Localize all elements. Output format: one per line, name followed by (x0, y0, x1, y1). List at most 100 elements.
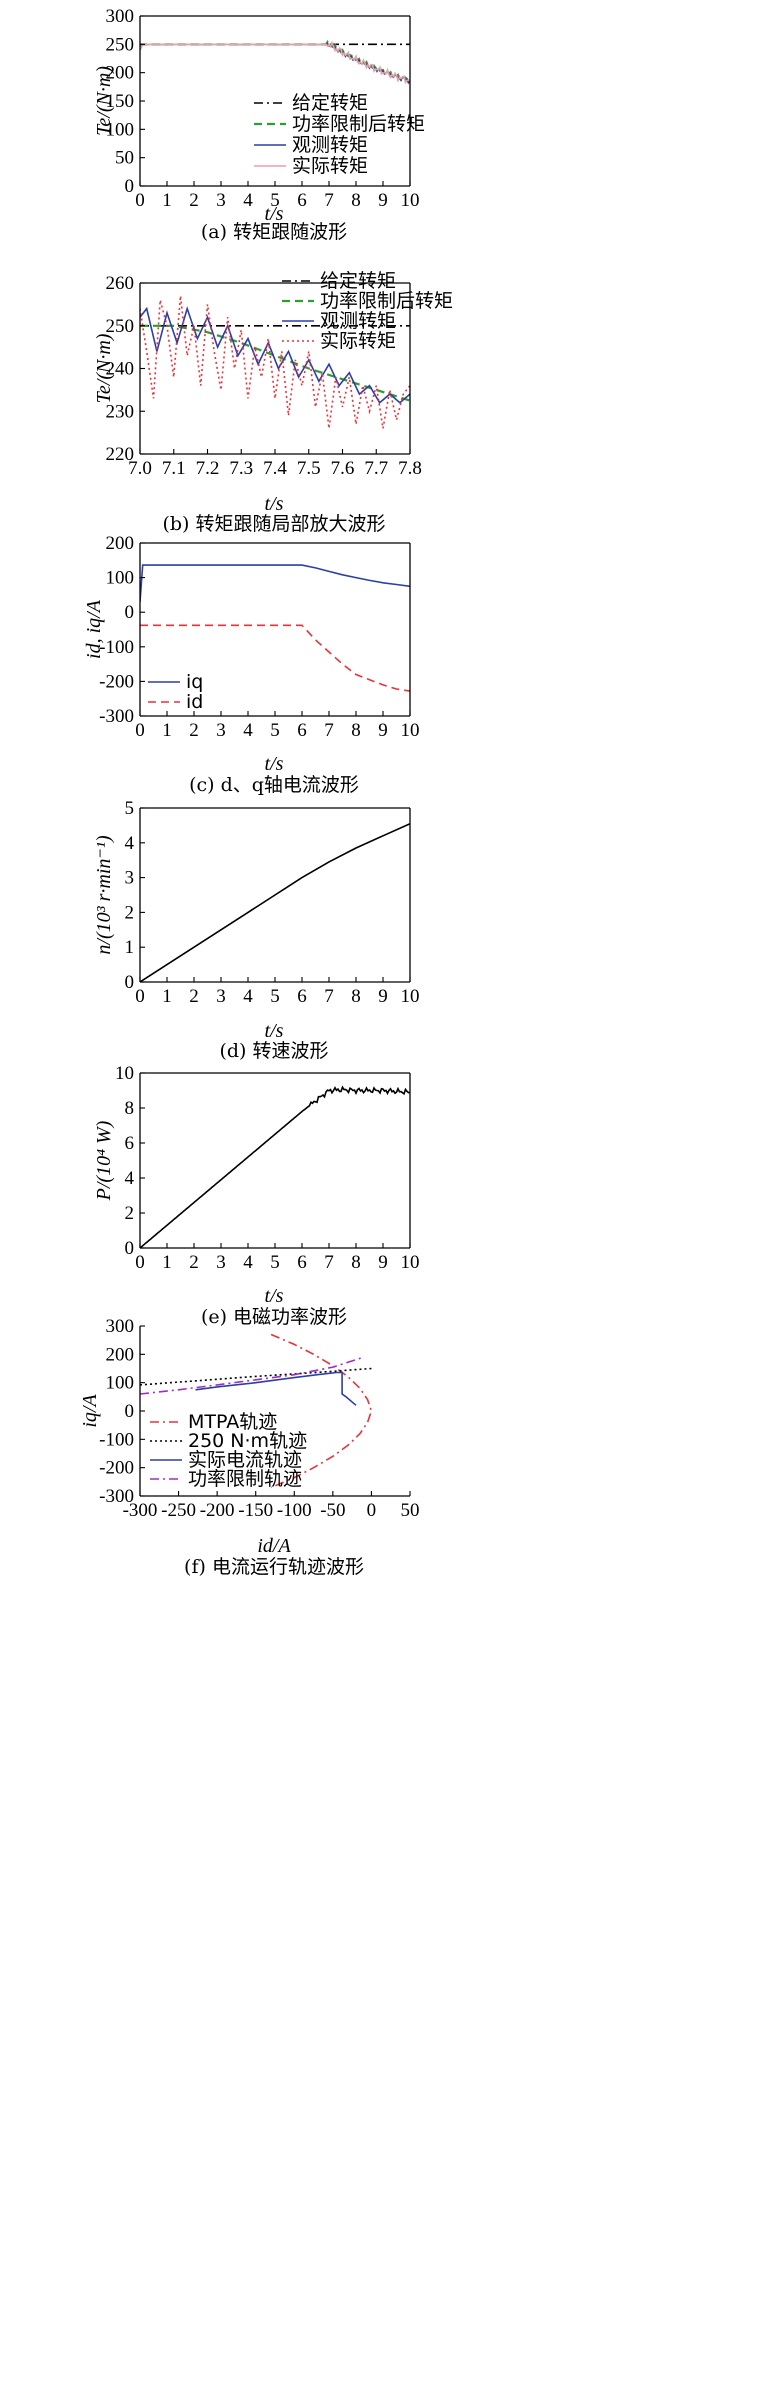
y-tick-label: 50 (115, 148, 134, 169)
series-line-2 (140, 1367, 372, 1386)
x-tick-label: 4 (243, 986, 253, 1007)
legend-label: id (186, 691, 203, 713)
x-tick-label: 3 (216, 986, 226, 1007)
chart-1: 0 1 2 3 4 5 6 7 8 9 10050100150200250300t/sTe/(N·m… (93, 6, 425, 243)
x-tick-label: 5 (270, 986, 280, 1007)
y-tick-label: 2 (125, 1203, 135, 1224)
series-line-1 (140, 822, 410, 982)
x-tick-label: 4 (243, 720, 253, 741)
series-line-3 (195, 1371, 357, 1406)
legend-label: 实际转矩 (292, 155, 368, 177)
y-tick-label: 6 (125, 1133, 135, 1154)
x-tick-label: -50 (320, 1500, 345, 1521)
series-line-1 (140, 564, 410, 602)
x-tick-label: -150 (238, 1500, 273, 1521)
x-axis-label: t/s (265, 203, 284, 225)
legend-label: 实际电流轨迹 (188, 1449, 302, 1471)
y-tick-label: 100 (106, 119, 135, 140)
x-tick-label: 2 (189, 986, 199, 1007)
x-tick-label: 0 (367, 1500, 377, 1521)
y-tick-label: 10 (115, 1063, 134, 1084)
y-tick-label: 4 (125, 833, 135, 854)
chart-caption: (c) d、q轴电流波形 (189, 774, 359, 796)
x-axis-label: t/s (265, 1020, 284, 1042)
chart-caption: (f) 电流运行轨迹波形 (184, 1556, 364, 1578)
chart-caption: (b) 转矩跟随局部放大波形 (162, 513, 385, 535)
y-tick-label: 200 (106, 63, 135, 84)
x-tick-label: 0 (135, 1252, 145, 1273)
y-tick-label: 300 (106, 6, 135, 27)
x-axis-label: t/s (265, 493, 284, 515)
legend-label: iq (186, 671, 203, 693)
x-tick-label: 9 (378, 720, 388, 741)
x-tick-label: 1 (162, 986, 172, 1007)
x-tick-label: 3 (216, 720, 226, 741)
legend-label: 功率限制轨迹 (188, 1468, 302, 1490)
x-tick-label: 7.7 (364, 458, 388, 479)
x-tick-label: 5 (270, 720, 280, 741)
legend-label: 功率限制后转矩 (292, 113, 425, 135)
x-axis-label: t/s (265, 1285, 284, 1307)
chart-6: -300 -250 -200 -150 -100 -50 0 50-300-200-10001… (79, 1316, 420, 1578)
y-tick-label: 4 (125, 1168, 135, 1189)
chart-caption: (a) 转矩跟随波形 (201, 221, 347, 243)
y-tick-label: 8 (125, 1098, 135, 1119)
x-tick-label: 10 (401, 1252, 420, 1273)
x-tick-label: 9 (378, 1252, 388, 1273)
x-tick-label: -100 (277, 1500, 312, 1521)
y-tick-label: 0 (125, 1401, 135, 1422)
x-tick-label: 3 (216, 190, 226, 211)
y-tick-label: 100 (106, 568, 135, 589)
x-axis-label: id/A (257, 1535, 291, 1557)
y-tick-label: 260 (106, 273, 135, 294)
x-tick-label: 0 (135, 190, 145, 211)
x-tick-label: 8 (351, 986, 361, 1007)
x-tick-label: 4 (243, 1252, 253, 1273)
series-line-4 (140, 1356, 364, 1395)
y-axis-label: id, iq/A (83, 599, 105, 659)
x-tick-label: 7 (324, 720, 334, 741)
x-tick-label: 8 (351, 190, 361, 211)
y-tick-label: 1 (125, 937, 135, 958)
y-tick-label: -200 (99, 1458, 134, 1479)
x-tick-label: 3 (216, 1252, 226, 1273)
y-axis-label: Te/(N·m) (93, 66, 115, 136)
x-tick-label: 7.1 (162, 458, 186, 479)
series-line-4 (140, 40, 410, 85)
y-tick-label: -300 (99, 1486, 134, 1507)
x-tick-label: 9 (378, 190, 388, 211)
y-axis-label: Te/(N·m) (93, 333, 115, 403)
legend-label: 实际转矩 (320, 330, 396, 352)
y-tick-label: 250 (106, 316, 135, 337)
x-tick-label: 2 (189, 720, 199, 741)
y-tick-label: 200 (106, 533, 135, 554)
y-tick-label: 2 (125, 902, 135, 923)
legend-label: 观测转矩 (320, 310, 396, 332)
series-line-3 (140, 42, 410, 84)
legend-label: 功率限制后转矩 (320, 290, 453, 312)
y-axis-label: n/(10³ r·min⁻¹) (93, 835, 115, 955)
series-line-2 (140, 39, 410, 85)
legend-label: 250 N·m轨迹 (188, 1430, 307, 1452)
x-tick-label: 7.0 (128, 458, 152, 479)
x-tick-label: 6 (297, 986, 307, 1007)
legend-label: 给定转矩 (292, 92, 368, 114)
y-tick-label: 240 (106, 359, 135, 380)
x-tick-label: 7.6 (331, 458, 355, 479)
x-tick-label: 6 (297, 720, 307, 741)
series-line-1 (140, 1085, 410, 1248)
x-tick-label: 2 (189, 1252, 199, 1273)
x-tick-label: 10 (401, 190, 420, 211)
x-tick-label: 7.4 (263, 458, 287, 479)
x-tick-label: 10 (401, 720, 420, 741)
y-tick-label: -100 (99, 637, 134, 658)
x-tick-label: -200 (200, 1500, 235, 1521)
x-tick-label: 2 (189, 190, 199, 211)
chart-2: 7.0 7.1 7.2 7.3 7.4 7.5 7.6 7.7 7.8 220 230 240 250 2… (93, 270, 453, 535)
x-tick-label: 7 (324, 986, 334, 1007)
